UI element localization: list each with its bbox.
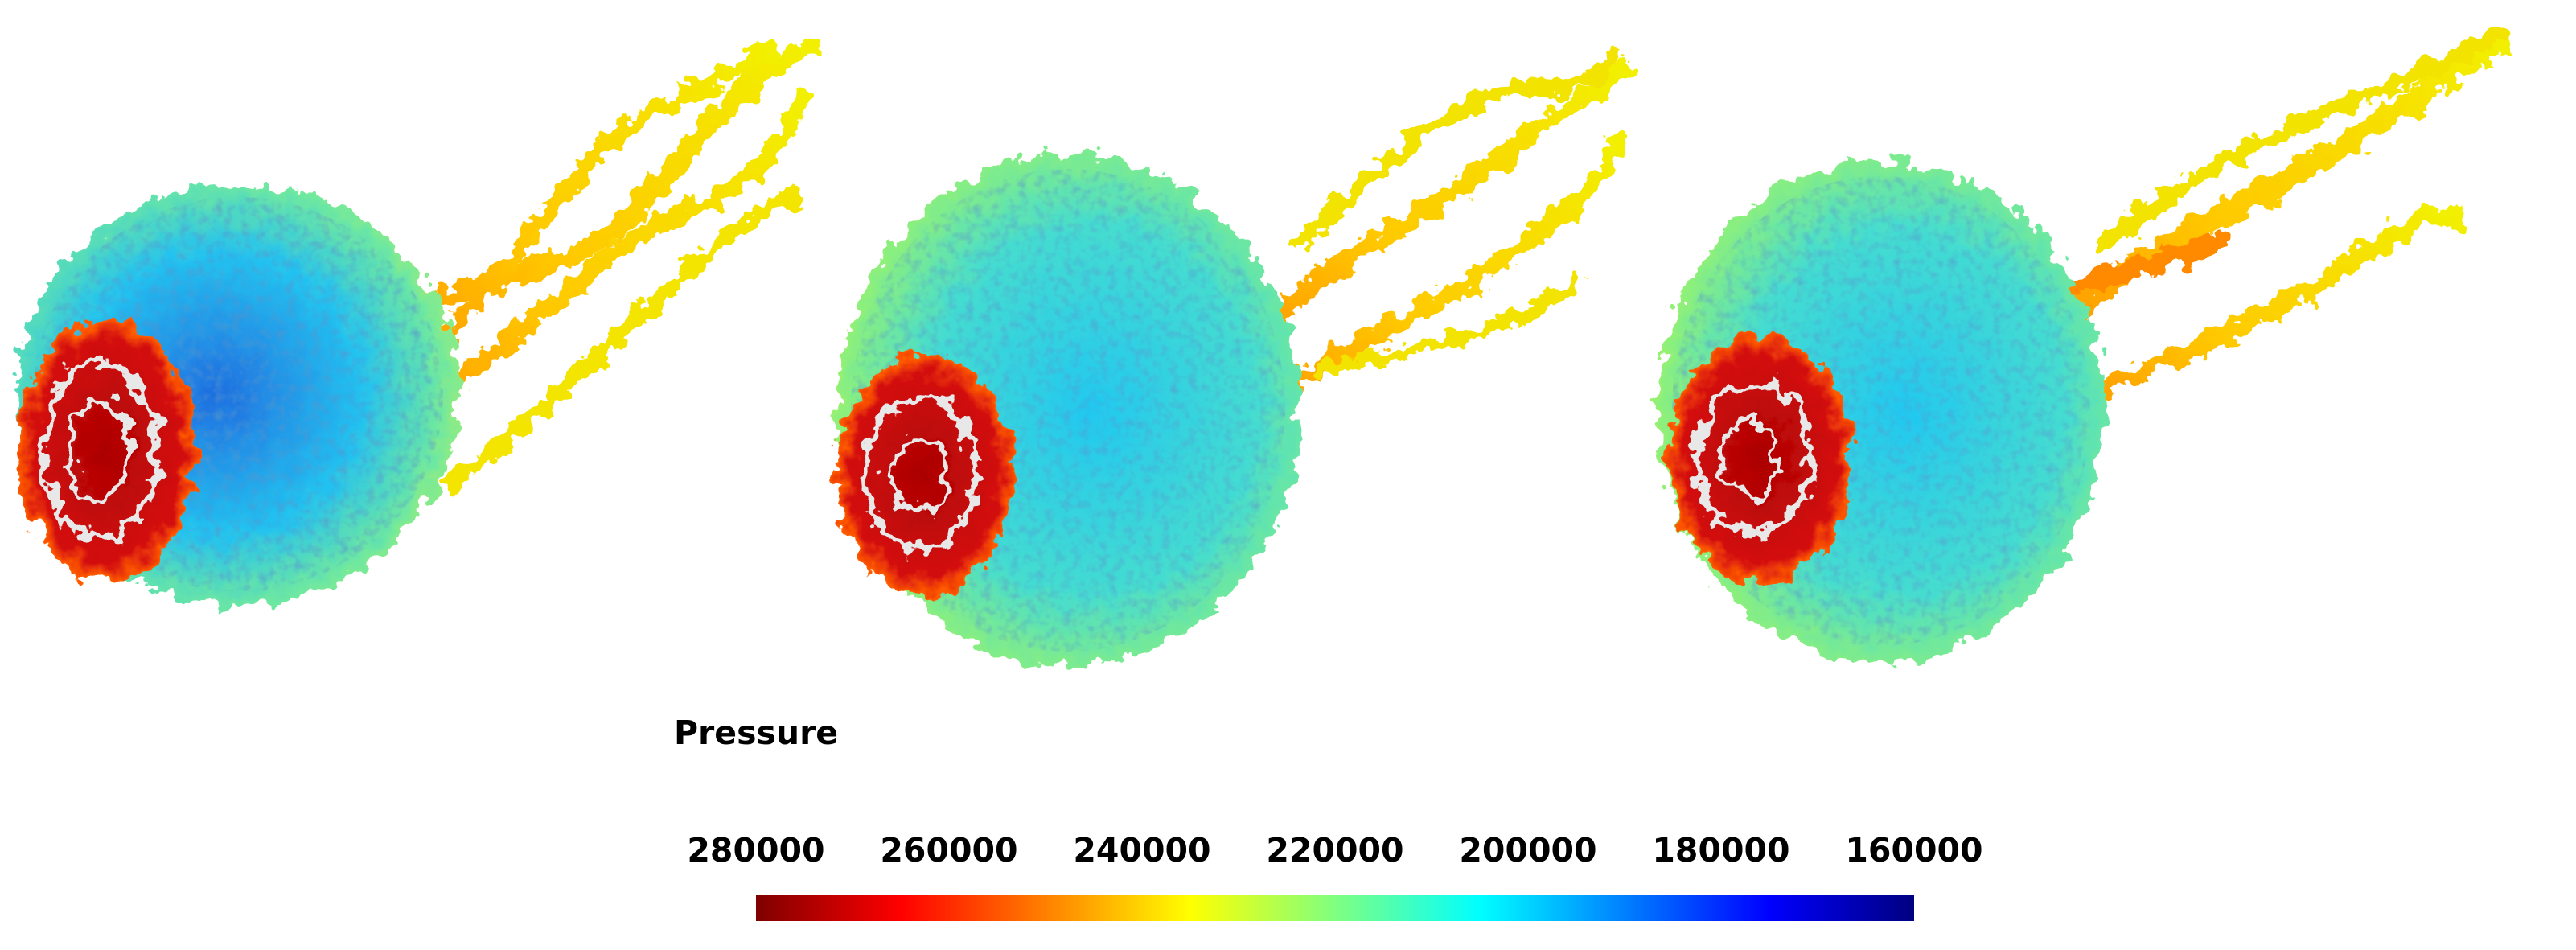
- render-2: [836, 48, 1634, 666]
- tick-label: 220000: [1266, 831, 1403, 870]
- tick-label: 260000: [880, 831, 1017, 870]
- colorbar-title: Pressure: [674, 714, 838, 752]
- tick-label: 200000: [1459, 831, 1596, 870]
- tick-label: 280000: [687, 831, 824, 870]
- render-1: [17, 38, 823, 605]
- tick-label: 180000: [1652, 831, 1789, 870]
- tick-label: 240000: [1073, 831, 1210, 870]
- colorbar: 280000 260000 240000 220000 200000 180000 1600…: [687, 831, 1983, 921]
- render-3: [1658, 24, 2512, 662]
- colorbar-gradient: [756, 895, 1914, 921]
- tick-label: 160000: [1845, 831, 1982, 870]
